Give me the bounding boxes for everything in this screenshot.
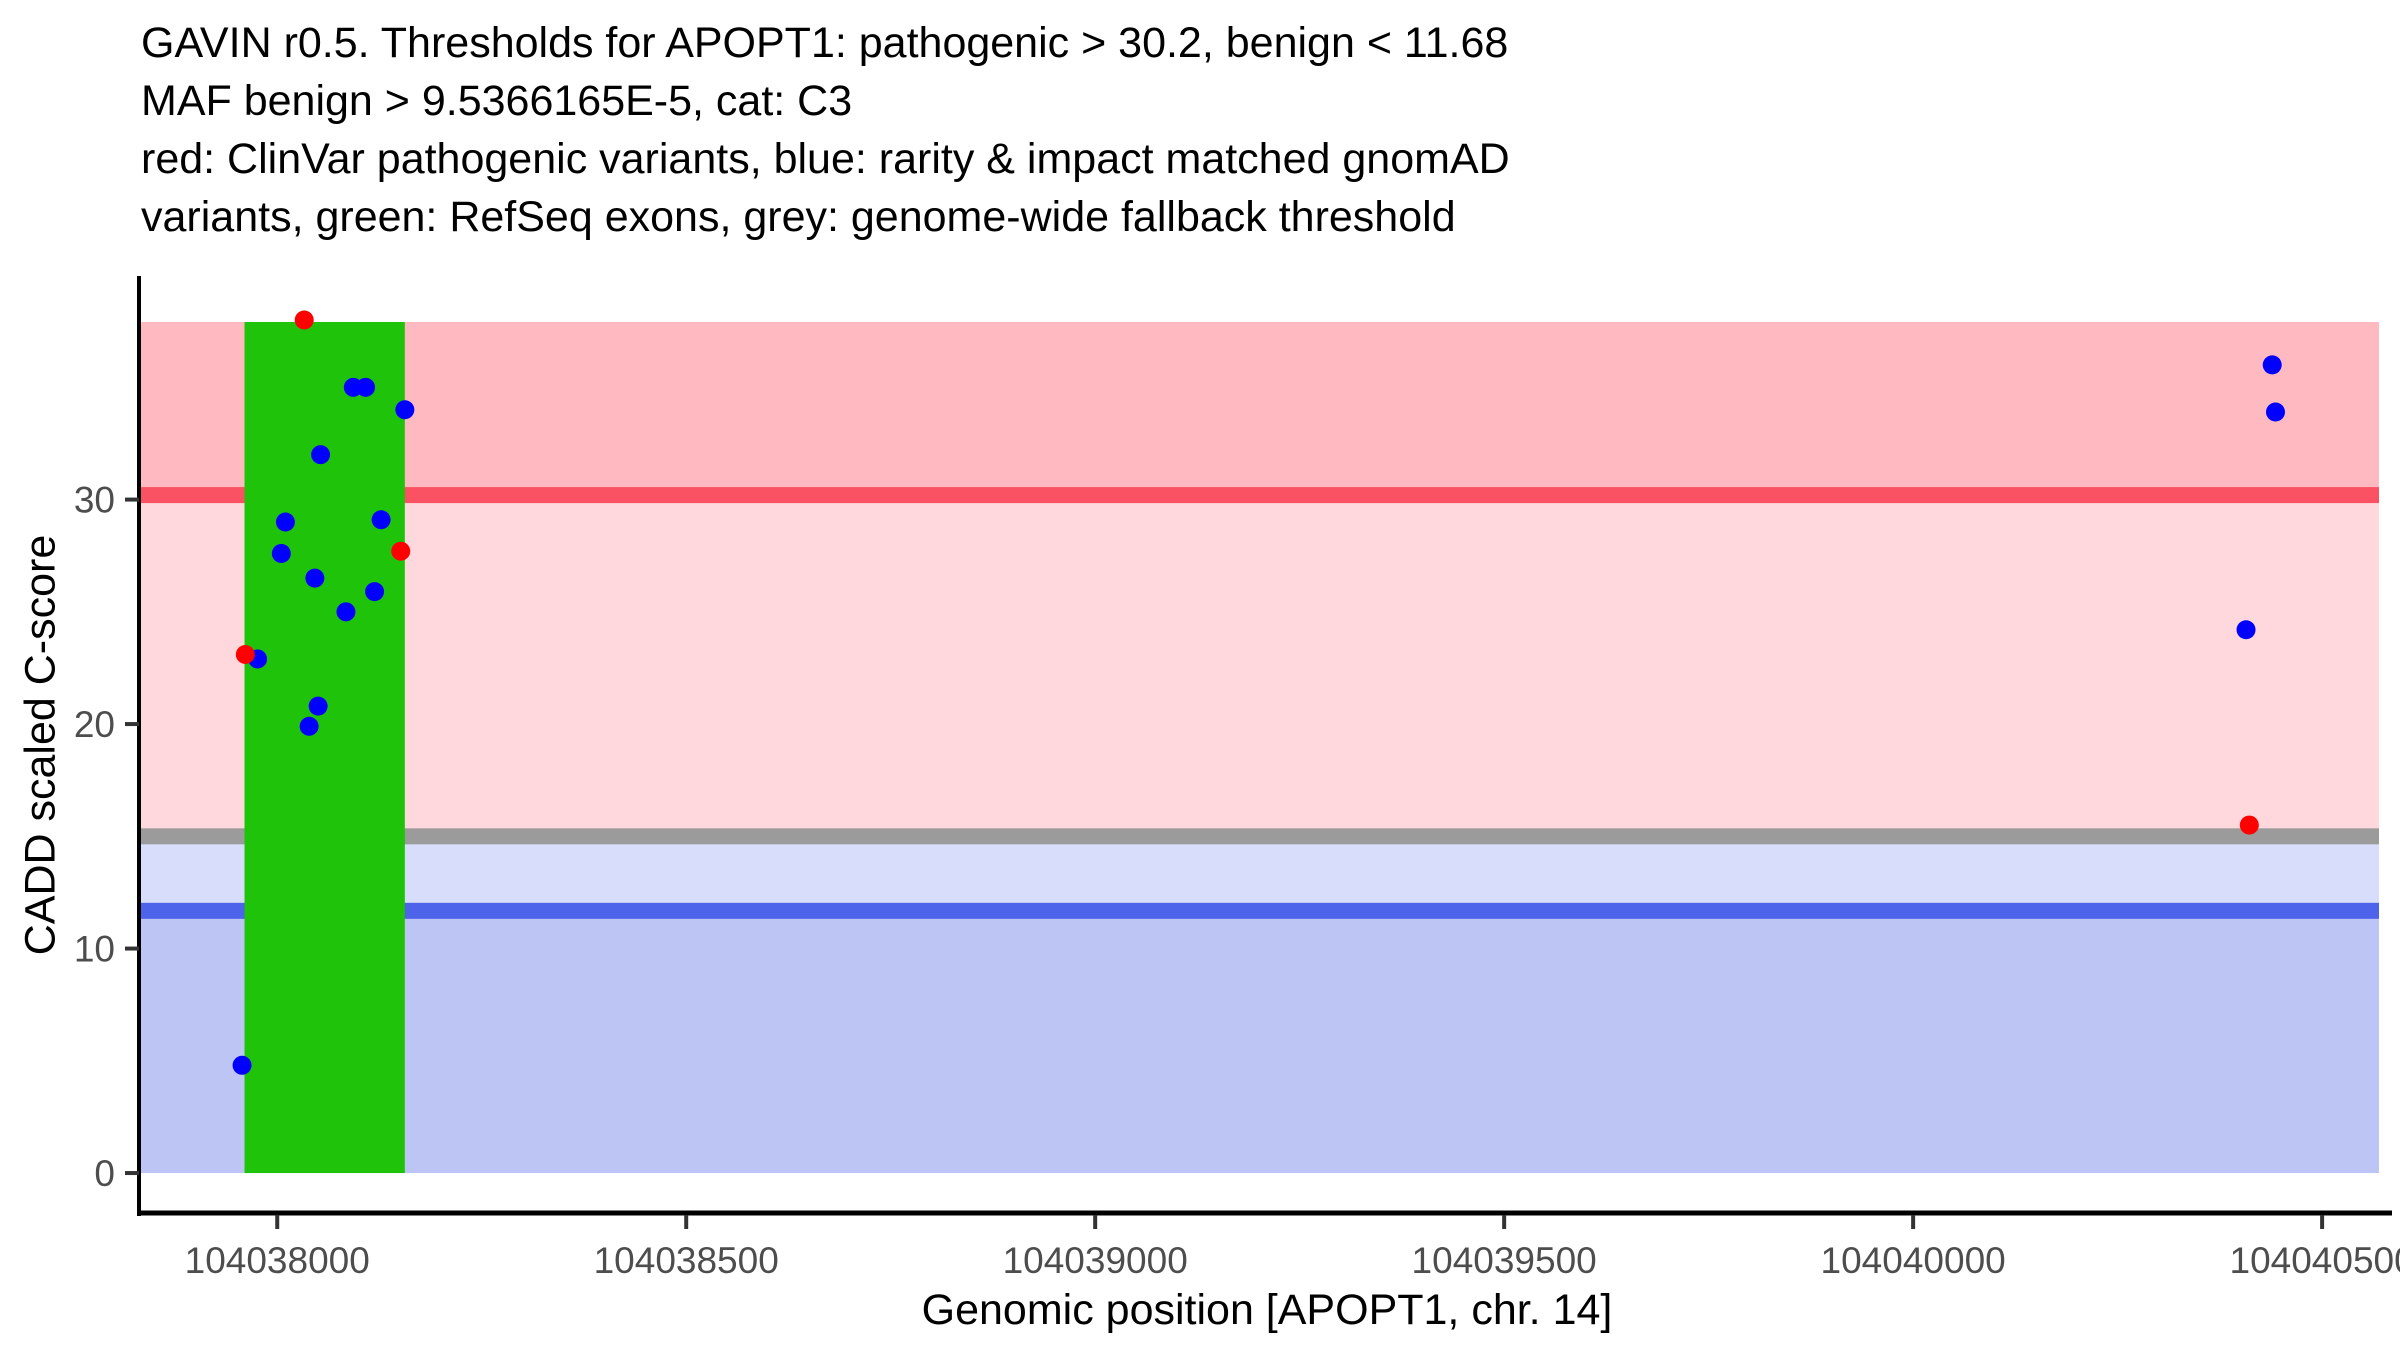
pathogenic-threshold-line (139, 487, 2379, 504)
data-point (271, 543, 291, 563)
band-vous-lower-region (139, 836, 2379, 911)
x-tick-label: 104038000 (185, 1240, 370, 1281)
data-point (356, 377, 376, 397)
x-tick-label: 104039000 (1003, 1240, 1188, 1281)
data-point (336, 602, 356, 622)
genome-wide-fallback-line (139, 828, 2379, 845)
data-point (311, 445, 331, 465)
band-vous-upper-region (139, 495, 2379, 837)
chart-title-line-2: MAF benign > 9.5366165E-5, cat: C3 (141, 77, 853, 125)
data-point (2236, 620, 2256, 640)
data-point (365, 582, 385, 602)
y-tick-label: 20 (74, 704, 115, 745)
band-pathogenic-region (139, 322, 2379, 496)
x-tick-label: 104038500 (594, 1240, 779, 1281)
data-point (391, 541, 411, 561)
chart-title-line-4: variants, green: RefSeq exons, grey: gen… (141, 193, 1456, 241)
data-point (232, 1055, 252, 1075)
data-point (305, 568, 325, 588)
data-point (2262, 355, 2282, 375)
y-tick-label: 30 (74, 480, 115, 521)
data-point (299, 716, 319, 736)
benign-threshold-line (139, 902, 2379, 919)
data-point (308, 696, 328, 716)
chart-title-line-3: red: ClinVar pathogenic variants, blue: … (141, 135, 1510, 183)
data-point (235, 644, 255, 664)
data-point (2265, 402, 2285, 422)
x-tick-label: 104039500 (1412, 1240, 1597, 1281)
data-point (395, 400, 415, 420)
x-tick-label: 104040000 (1821, 1240, 2006, 1281)
data-point (275, 512, 295, 532)
x-tick-label: 104040500 (2230, 1240, 2400, 1281)
x-axis-label: Genomic position [APOPT1, chr. 14] (921, 1286, 1613, 1334)
refseq-exon-band (244, 322, 405, 1174)
y-tick-label: 10 (74, 929, 115, 970)
band-benign-region (139, 910, 2379, 1174)
chart-title: GAVIN r0.5. Thresholds for APOPT1: patho… (141, 14, 1510, 246)
data-point (371, 510, 391, 530)
y-tick-label: 0 (94, 1153, 115, 1194)
chart-title-line-1: GAVIN r0.5. Thresholds for APOPT1: patho… (141, 19, 1509, 67)
data-point (294, 310, 314, 330)
data-point (2239, 815, 2259, 835)
